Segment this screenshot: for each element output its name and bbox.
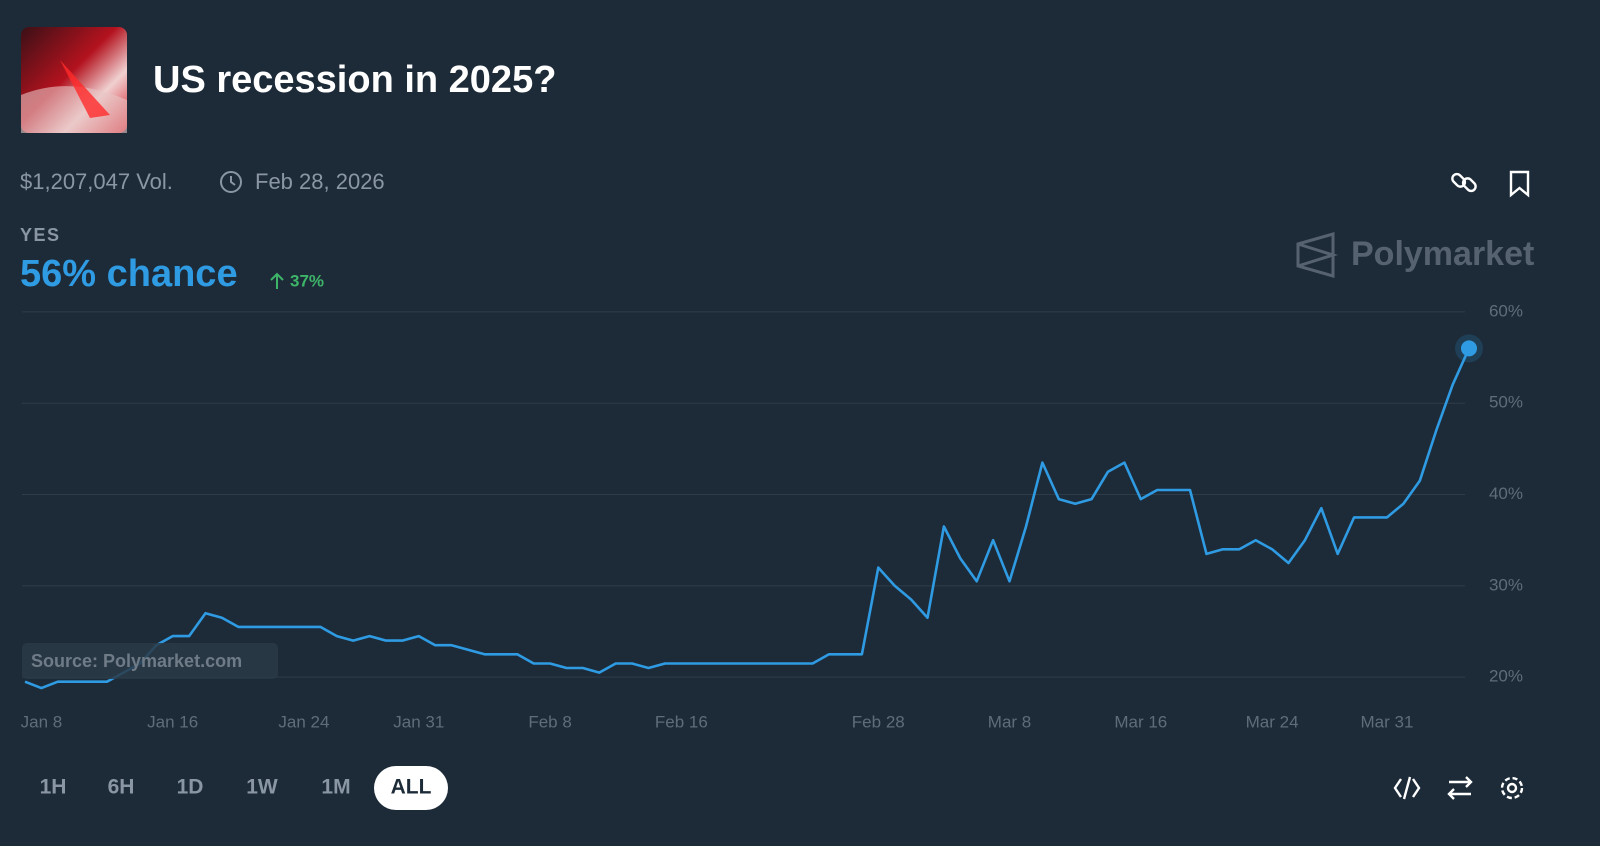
bookmark-button[interactable]	[1509, 170, 1530, 198]
range-button[interactable]: 1H	[40, 776, 67, 799]
y-tick-label: 60%	[1489, 301, 1523, 320]
source-box	[22, 643, 278, 679]
market-icon	[21, 27, 127, 133]
x-tick-label: Mar 16	[1114, 712, 1167, 731]
x-tick-label: Jan 24	[278, 712, 329, 731]
range-button[interactable]: 6H	[108, 776, 135, 799]
y-tick-label: 50%	[1489, 393, 1523, 412]
y-tick-label: 20%	[1489, 667, 1523, 686]
price-chart: 20% 30% 40% 50% 60% Jan 8 Jan 16 Jan 24 Jan 31 Fe…	[21, 301, 1523, 731]
outcome-label: YES	[20, 225, 61, 245]
settings-button[interactable]	[1500, 776, 1524, 800]
volume: $1,207,047 Vol.	[20, 169, 173, 194]
range-button[interactable]: 1M	[321, 776, 350, 799]
x-tick-label: Feb 28	[852, 712, 905, 731]
embed-button[interactable]	[1393, 776, 1421, 800]
x-tick-label: Jan 31	[393, 712, 444, 731]
last-point	[1461, 340, 1477, 357]
brand-logo	[1296, 232, 1339, 278]
price-line	[24, 347, 1471, 690]
market-title: US recession in 2025?	[153, 59, 556, 101]
range-button[interactable]: 1W	[246, 776, 278, 799]
end-date: Feb 28, 2026	[255, 169, 385, 194]
x-tick-label: Feb 8	[528, 712, 571, 731]
x-tick-label: Jan 16	[147, 712, 198, 731]
x-tick-label: Mar 31	[1360, 712, 1413, 731]
range-button[interactable]: ALL	[391, 776, 432, 799]
source-label: Source: Polymarket.com	[31, 651, 242, 671]
range-selector: 1H 6H 1D 1W 1M ALL	[40, 766, 448, 810]
y-tick-label: 40%	[1489, 484, 1523, 503]
range-button[interactable]: 1D	[177, 776, 204, 799]
clock-icon	[220, 171, 242, 193]
x-tick-label: Feb 16	[655, 712, 708, 731]
link-button[interactable]	[1451, 172, 1478, 193]
x-tick-label: Mar 8	[988, 712, 1031, 731]
change: 37%	[290, 271, 324, 290]
up-arrow	[270, 272, 284, 289]
y-tick-label: 30%	[1489, 575, 1523, 594]
x-tick-label: Jan 8	[21, 712, 63, 731]
range-pill[interactable]	[374, 766, 448, 810]
x-tick-label: Mar 24	[1246, 712, 1299, 731]
chance: 56% chance	[20, 253, 238, 295]
swap-button[interactable]	[1447, 776, 1473, 800]
brand-name: Polymarket	[1351, 235, 1534, 273]
